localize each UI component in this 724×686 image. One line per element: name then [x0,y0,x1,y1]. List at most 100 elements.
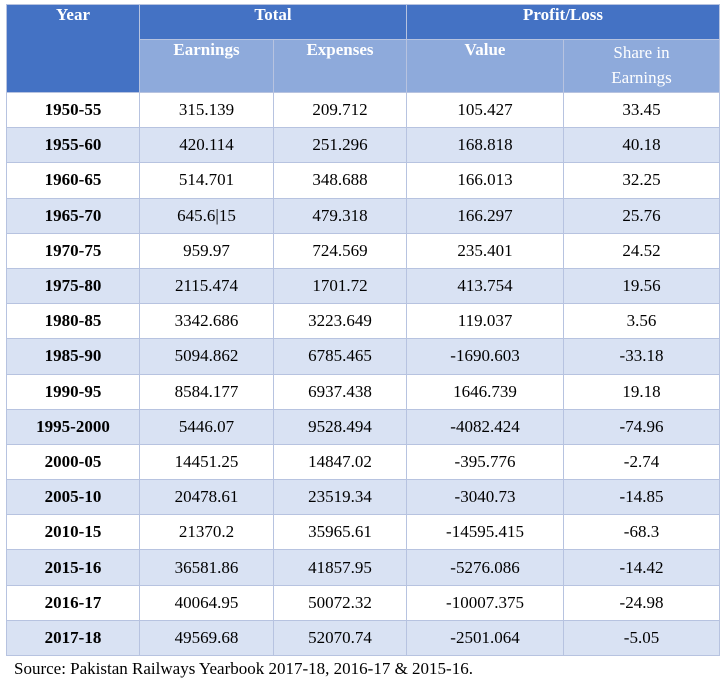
value-cell: -10007.375 [406,584,565,621]
header-share-line1: Share in [613,43,670,62]
earnings-cell: 8584.177 [139,373,274,410]
value-cell: 1646.739 [406,373,565,410]
earnings-cell: 14451.25 [139,443,274,481]
value-cell: -5276.086 [406,549,565,586]
header-profit-loss: Profit/Loss [406,4,721,40]
table-row: 2017-18 49569.68 52070.74 -2501.064 -5.05 [6,619,721,657]
expenses-cell: 41857.95 [272,549,408,586]
expenses-cell: 50072.32 [272,584,408,621]
share-cell: 40.18 [563,127,721,164]
table-row: 1985-90 5094.862 6785.465 -1690.603 -33.18 [6,338,721,375]
header-value: Value [406,39,565,93]
expenses-cell: 9528.494 [272,408,408,445]
year-cell: 2000-05 [6,443,140,481]
share-cell: 33.45 [563,91,721,129]
earnings-cell: 3342.686 [139,303,274,340]
year-cell: 2005-10 [6,479,140,516]
header-total: Total [138,4,408,40]
earnings-cell: 21370.2 [139,514,274,551]
share-cell: 3.56 [563,303,721,340]
year-cell: 1990-95 [6,373,140,410]
share-cell: 24.52 [563,232,721,269]
earnings-cell: 36581.86 [139,549,274,586]
value-cell: -14595.415 [406,514,565,551]
year-cell: 1970-75 [6,232,140,269]
value-cell: 235.401 [406,232,565,269]
expenses-cell: 3223.649 [272,303,408,340]
share-cell: -14.42 [563,549,721,586]
earnings-cell: 2115.474 [139,267,274,305]
year-cell: 1975-80 [6,267,140,305]
table-row: 1990-95 8584.177 6937.438 1646.739 19.18 [6,373,721,410]
header-earnings: Earnings [139,39,274,93]
year-cell: 1950-55 [6,91,140,129]
expenses-cell: 35965.61 [272,514,408,551]
expenses-cell: 52070.74 [272,619,408,657]
table-row: 1970-75 959.97 724.569 235.401 24.52 [6,232,721,269]
table-row: 2010-15 21370.2 35965.61 -14595.415 -68.3 [6,514,721,551]
value-cell: -4082.424 [406,408,565,445]
earnings-cell: 49569.68 [139,619,274,657]
expenses-cell: 23519.34 [272,479,408,516]
share-cell: -33.18 [563,338,721,375]
table-row: 2015-16 36581.86 41857.95 -5276.086 -14.42 [6,549,721,586]
year-cell: 1985-90 [6,338,140,375]
year-cell: 2016-17 [6,584,140,621]
value-cell: 168.818 [406,127,565,164]
year-cell: 2017-18 [6,619,140,657]
share-cell: -14.85 [563,479,721,516]
expenses-cell: 251.296 [272,127,408,164]
year-cell: 1995-2000 [6,408,140,445]
earnings-cell: 5446.07 [139,408,274,445]
value-cell: -2501.064 [406,619,565,657]
table-row: 1955-60 420.114 251.296 168.818 40.18 [6,127,721,164]
value-cell: 413.754 [406,267,565,305]
year-cell: 1960-65 [6,162,140,199]
expenses-cell: 6785.465 [272,338,408,375]
earnings-cell: 40064.95 [139,584,274,621]
share-cell: -5.05 [563,619,721,657]
value-cell: -1690.603 [406,338,565,375]
value-cell: 119.037 [406,303,565,340]
earnings-cell: 959.97 [139,232,274,269]
table-body: 1950-55 315.139 209.712 105.427 33.45 1955-60… [6,91,721,657]
year-cell: 1965-70 [6,197,140,234]
table-row: 2000-05 14451.25 14847.02 -395.776 -2.74 [6,443,721,481]
earnings-cell: 315.139 [139,91,274,129]
value-cell: 166.013 [406,162,565,199]
table-row: 1960-65 514.701 348.688 166.013 32.25 [6,162,721,199]
share-cell: -68.3 [563,514,721,551]
expenses-cell: 1701.72 [272,267,408,305]
expenses-cell: 724.569 [272,232,408,269]
year-cell: 2010-15 [6,514,140,551]
share-cell: 19.18 [563,373,721,410]
earnings-cell: 645.6|15 [139,197,274,234]
expenses-cell: 14847.02 [272,443,408,481]
expenses-cell: 479.318 [272,197,408,234]
table-row: 1950-55 315.139 209.712 105.427 33.45 [6,91,721,129]
expenses-cell: 348.688 [272,162,408,199]
share-cell: 19.56 [563,267,721,305]
table-row: 2005-10 20478.61 23519.34 -3040.73 -14.85 [6,479,721,516]
share-cell: 25.76 [563,197,721,234]
expenses-cell: 209.712 [272,91,408,129]
earnings-cell: 20478.61 [139,479,274,516]
table-row: 1965-70 645.6|15 479.318 166.297 25.76 [6,197,721,234]
source-note: Source: Pakistan Railways Yearbook 2017-… [14,659,473,678]
header-share-in-earnings: Share in Earnings [563,39,721,93]
year-cell: 1980-85 [6,303,140,340]
table-row: 2016-17 40064.95 50072.32 -10007.375 -24.98 [6,584,721,621]
year-cell: 2015-16 [6,549,140,586]
table-row: 1995-2000 5446.07 9528.494 -4082.424 -74.96 [6,408,721,445]
earnings-cell: 514.701 [139,162,274,199]
expenses-cell: 6937.438 [272,373,408,410]
railways-finance-table: Year Total Profit/Loss Earnings Expenses… [6,4,721,657]
header-expenses: Expenses [272,39,408,93]
header-share-line2: Earnings [611,68,672,87]
share-cell: -24.98 [563,584,721,621]
share-cell: 32.25 [563,162,721,199]
value-cell: 105.427 [406,91,565,129]
year-cell: 1955-60 [6,127,140,164]
header-year: Year [6,4,140,93]
table-row: 1980-85 3342.686 3223.649 119.037 3.56 [6,303,721,340]
